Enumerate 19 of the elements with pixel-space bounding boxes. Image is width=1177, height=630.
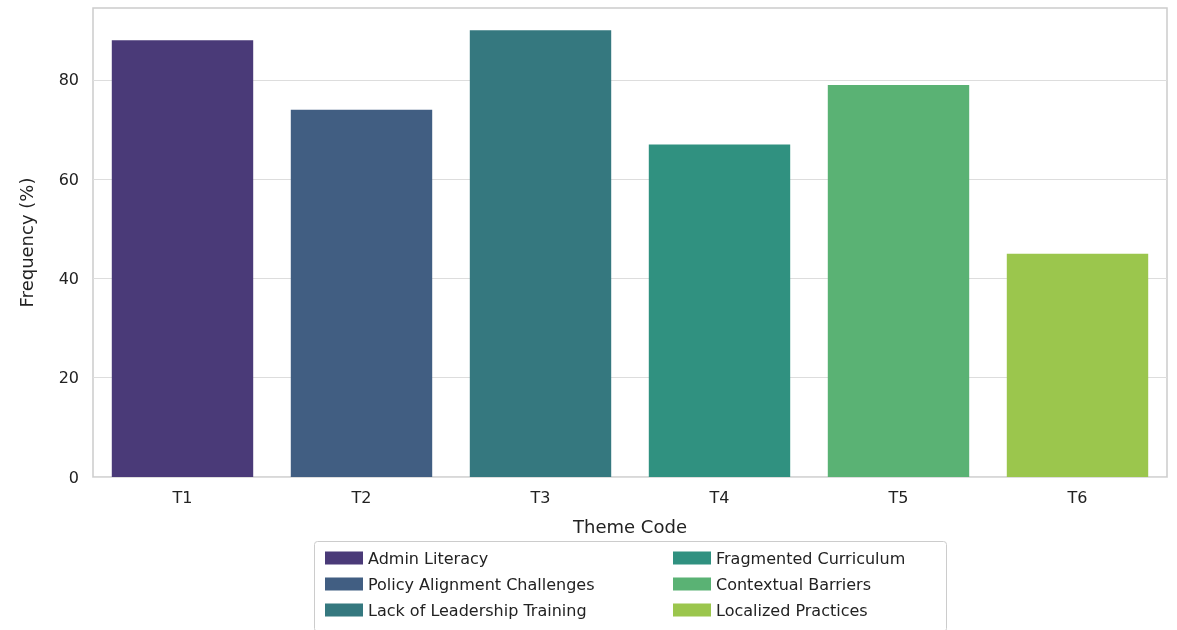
y-axis-title: Frequency (%) [15,177,37,308]
legend-label: Contextual Barriers [716,574,872,594]
legend-label: Lack of Leadership Training [368,600,587,620]
y-tick-label: 40 [58,268,79,288]
y-tick-label: 0 [68,467,79,487]
x-tick-label: T2 [350,487,372,507]
legend-label: Policy Alignment Challenges [368,574,595,594]
x-tick-label: T1 [171,487,193,507]
x-tick-label: T4 [708,487,730,507]
y-tick-label: 60 [58,169,79,189]
x-tick-label: T5 [887,487,909,507]
y-tick-label: 80 [58,70,79,90]
x-tick-label: T6 [1066,487,1088,507]
legend-label: Localized Practices [716,600,868,620]
legend-label: Admin Literacy [368,548,489,568]
legend-label: Fragmented Curriculum [716,548,906,568]
y-tick-label: 20 [58,368,79,388]
x-axis-title: Theme Code [572,515,687,537]
x-tick-label: T3 [529,487,551,507]
